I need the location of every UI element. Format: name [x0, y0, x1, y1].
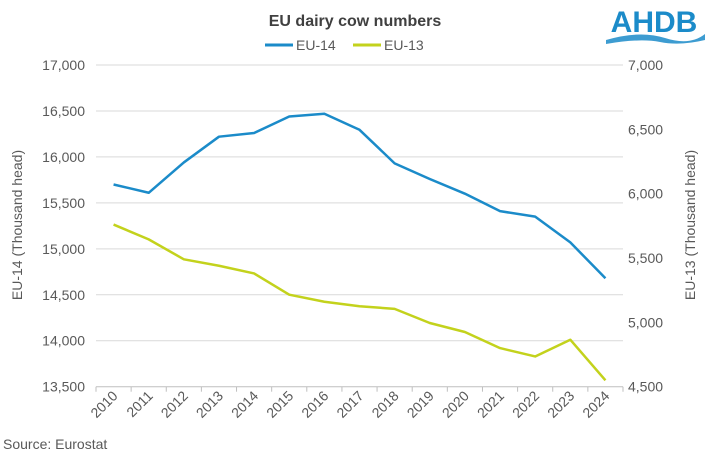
x-tick-label: 2019 [404, 387, 437, 420]
x-tick-label: 2014 [228, 387, 261, 420]
series-line-eu-13 [113, 223, 607, 382]
y-left-tick-label: 14,000 [42, 333, 85, 349]
y-right-tick-label: 7,000 [628, 57, 663, 73]
series-line-eu-14 [113, 112, 607, 280]
x-tick-label: 2017 [333, 387, 366, 420]
x-tick-label: 2022 [509, 387, 542, 420]
y-left-tick-label: 13,500 [42, 379, 85, 395]
x-tick-label: 2021 [474, 387, 507, 420]
y-left-axis-title: EU-14 (Thousand head) [9, 150, 25, 300]
y-left-tick-label: 14,500 [42, 287, 85, 303]
y-right-axis-title: EU-13 (Thousand head) [682, 150, 698, 300]
legend-label-eu-14: EU-14 [296, 37, 336, 53]
chart-title: EU dairy cow numbers [269, 13, 442, 30]
x-tick-label: 2020 [439, 387, 472, 420]
svg-text:AHDB: AHDB [611, 6, 698, 39]
x-tick-label: 2016 [298, 387, 331, 420]
x-tick-label: 2013 [193, 387, 226, 420]
y-right-tick-label: 6,500 [628, 121, 663, 137]
x-tick-label: 2023 [544, 387, 577, 420]
x-tick-label: 2011 [123, 387, 156, 420]
y-left-tick-label: 16,000 [42, 149, 85, 165]
y-right-tick-label: 6,000 [628, 186, 663, 202]
x-tick-label: 2010 [87, 387, 120, 420]
axes: 13,500 14,000 14,500 15,000 15,500 16,000 16,5… [42, 57, 663, 421]
source-note: Source: Eurostat [3, 436, 107, 452]
x-tick-label: 2024 [579, 387, 612, 420]
y-right-tick-label: 4,500 [628, 379, 663, 395]
gridlines [96, 64, 623, 342]
y-left-tick-label: 15,500 [42, 195, 85, 211]
x-tick-label: 2015 [263, 387, 296, 420]
y-left-tick-label: 15,000 [42, 241, 85, 257]
y-left-tick-label: 16,500 [42, 103, 85, 119]
y-left-tick-label: 17,000 [42, 57, 85, 73]
x-tick-label: 2018 [368, 387, 401, 420]
y-right-tick-label: 5,000 [628, 314, 663, 330]
x-tick-label: 2012 [158, 387, 191, 420]
y-right-tick-label: 5,500 [628, 250, 663, 266]
legend: EU-14 EU-13 [265, 37, 424, 53]
ahdb-logo: AHDB [606, 6, 705, 44]
series-lines [113, 112, 607, 382]
legend-label-eu-13: EU-13 [384, 37, 424, 53]
